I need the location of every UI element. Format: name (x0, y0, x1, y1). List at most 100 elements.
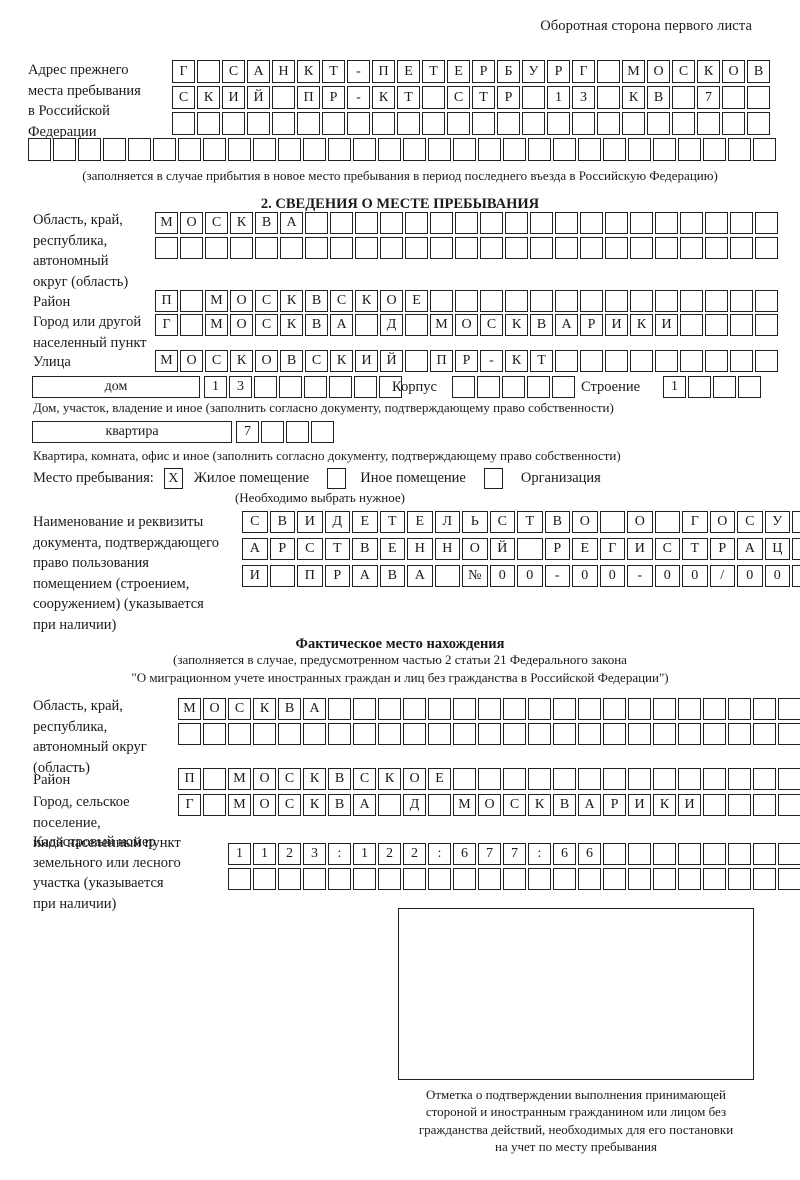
section2-region-r2-cell-23[interactable] (705, 237, 728, 259)
previous-address-r4-cell-3[interactable] (78, 138, 101, 161)
previous-address-r3-cell-14[interactable] (497, 112, 520, 135)
actual-region-r2-cell-1[interactable] (178, 723, 201, 745)
actual-region-r2-cell-19[interactable] (628, 723, 651, 745)
actual-district-cell-2[interactable] (203, 768, 226, 790)
document-r3-cell-8[interactable] (434, 565, 460, 587)
actual-city-cell-18[interactable]: Р (603, 794, 626, 816)
document-r3-cell-13[interactable]: 0 (572, 565, 598, 587)
actual-district-cell-1[interactable]: П (178, 768, 201, 790)
cadastral-r1-cell-15[interactable]: 6 (578, 843, 601, 865)
cadastral-r2-cell-4[interactable] (303, 868, 326, 890)
previous-address-r4-cell-17[interactable] (428, 138, 451, 161)
actual-region-r1-cell-6[interactable]: А (303, 698, 326, 720)
house-cell-5[interactable] (304, 376, 327, 398)
previous-address-r2-cell-4[interactable]: Й (247, 86, 270, 109)
section2-region-row-2[interactable] (155, 237, 778, 259)
document-r3-cell-15[interactable]: - (627, 565, 653, 587)
actual-city-cell-6[interactable]: К (303, 794, 326, 816)
section2-street-cell-21[interactable] (655, 350, 678, 372)
actual-region-r2-cell-13[interactable] (478, 723, 501, 745)
previous-address-r2-cell-19[interactable]: К (622, 86, 645, 109)
previous-address-r1-cell-24[interactable]: В (747, 60, 770, 83)
previous-address-r2-cell-23[interactable] (722, 86, 745, 109)
actual-district-cell-15[interactable] (528, 768, 551, 790)
previous-address-r1-cell-11[interactable]: Т (422, 60, 445, 83)
previous-address-r4-cell-10[interactable] (253, 138, 276, 161)
section2-district-cell-21[interactable] (655, 290, 678, 312)
section2-city-cell-1[interactable]: Г (155, 314, 178, 336)
document-r3-cell-5[interactable]: А (352, 565, 378, 587)
previous-address-r4-cell-4[interactable] (103, 138, 126, 161)
flat-number-cells[interactable]: 7 (236, 421, 334, 443)
house-cell-4[interactable] (279, 376, 302, 398)
cadastral-r2-cell-6[interactable] (353, 868, 376, 890)
section2-city-cell-12[interactable]: М (430, 314, 453, 336)
cadastral-r2-cell-9[interactable] (428, 868, 451, 890)
document-r2-cell-8[interactable]: Н (434, 538, 460, 560)
cadastral-r2-cell-14[interactable] (553, 868, 576, 890)
cadastral-r2-cell-20[interactable] (703, 868, 726, 890)
previous-address-r3-cell-18[interactable] (597, 112, 620, 135)
actual-district-cell-7[interactable]: В (328, 768, 351, 790)
section2-region-r1-cell-20[interactable] (630, 212, 653, 234)
document-r2-cell-1[interactable]: А (242, 538, 268, 560)
section2-city-cell-15[interactable]: К (505, 314, 528, 336)
previous-address-r4-cell-1[interactable] (28, 138, 51, 161)
actual-city-cell-19[interactable]: И (628, 794, 651, 816)
section2-region-r1-cell-5[interactable]: В (255, 212, 278, 234)
section2-district-cell-24[interactable] (730, 290, 753, 312)
section2-street-cell-3[interactable]: С (205, 350, 228, 372)
previous-address-r2-cell-13[interactable]: Т (472, 86, 495, 109)
previous-address-r2-cell-14[interactable]: Р (497, 86, 520, 109)
section2-region-r1-cell-6[interactable]: А (280, 212, 303, 234)
document-r3-cell-14[interactable]: 0 (599, 565, 625, 587)
document-r2-cell-15[interactable]: И (627, 538, 653, 560)
actual-district-cell-18[interactable] (603, 768, 626, 790)
cadastral-r2-cell-5[interactable] (328, 868, 351, 890)
document-r1-cell-18[interactable]: О (709, 511, 735, 533)
previous-address-r1-cell-8[interactable]: - (347, 60, 370, 83)
section2-district-cell-12[interactable] (430, 290, 453, 312)
document-r1-cell-12[interactable]: В (544, 511, 570, 533)
section2-district-cell-22[interactable] (680, 290, 703, 312)
house-cell-7[interactable] (354, 376, 377, 398)
section2-city-cell-16[interactable]: В (530, 314, 553, 336)
previous-address-r4-cell-2[interactable] (53, 138, 76, 161)
actual-region-r2-cell-23[interactable] (728, 723, 751, 745)
cadastral-r1-cell-5[interactable]: : (328, 843, 351, 865)
document-r1-cell-7[interactable]: Е (407, 511, 433, 533)
section2-street-cell-19[interactable] (605, 350, 628, 372)
actual-district-cell-9[interactable]: К (378, 768, 401, 790)
previous-address-r1-cell-7[interactable]: Т (322, 60, 345, 83)
previous-address-r2-cell-20[interactable]: В (647, 86, 670, 109)
previous-address-r1-cell-6[interactable]: К (297, 60, 320, 83)
document-r1-cell-4[interactable]: Д (324, 511, 350, 533)
section2-region-r1-cell-3[interactable]: С (205, 212, 228, 234)
previous-address-r1-cell-3[interactable]: С (222, 60, 245, 83)
document-r2-cell-12[interactable]: Р (544, 538, 570, 560)
korpus-cell-1[interactable] (452, 376, 475, 398)
document-r3-cell-20[interactable]: 0 (764, 565, 790, 587)
actual-district-cell-21[interactable] (678, 768, 701, 790)
actual-region-r1-cell-21[interactable] (678, 698, 701, 720)
actual-region-r2-cell-20[interactable] (653, 723, 676, 745)
section2-region-r2-cell-21[interactable] (655, 237, 678, 259)
section2-city-cell-11[interactable] (405, 314, 428, 336)
stay-type-checkbox-other[interactable] (327, 468, 347, 489)
section2-district-cell-20[interactable] (630, 290, 653, 312)
previous-address-r4-cell-8[interactable] (203, 138, 226, 161)
actual-region-r2-cell-18[interactable] (603, 723, 626, 745)
actual-region-r1-cell-19[interactable] (628, 698, 651, 720)
previous-address-r1-cell-12[interactable]: Е (447, 60, 470, 83)
document-r3-cell-10[interactable]: 0 (489, 565, 515, 587)
actual-city-cell-24[interactable] (753, 794, 776, 816)
previous-address-r1-cell-22[interactable]: К (697, 60, 720, 83)
cadastral-r2-cell-11[interactable] (478, 868, 501, 890)
actual-region-r1-cell-25[interactable] (778, 698, 800, 720)
section2-city-cell-17[interactable]: А (555, 314, 578, 336)
section2-region-r2-cell-19[interactable] (605, 237, 628, 259)
section2-district-cell-18[interactable] (580, 290, 603, 312)
actual-region-r1-cell-18[interactable] (603, 698, 626, 720)
document-r2-cell-20[interactable]: Ц (764, 538, 790, 560)
